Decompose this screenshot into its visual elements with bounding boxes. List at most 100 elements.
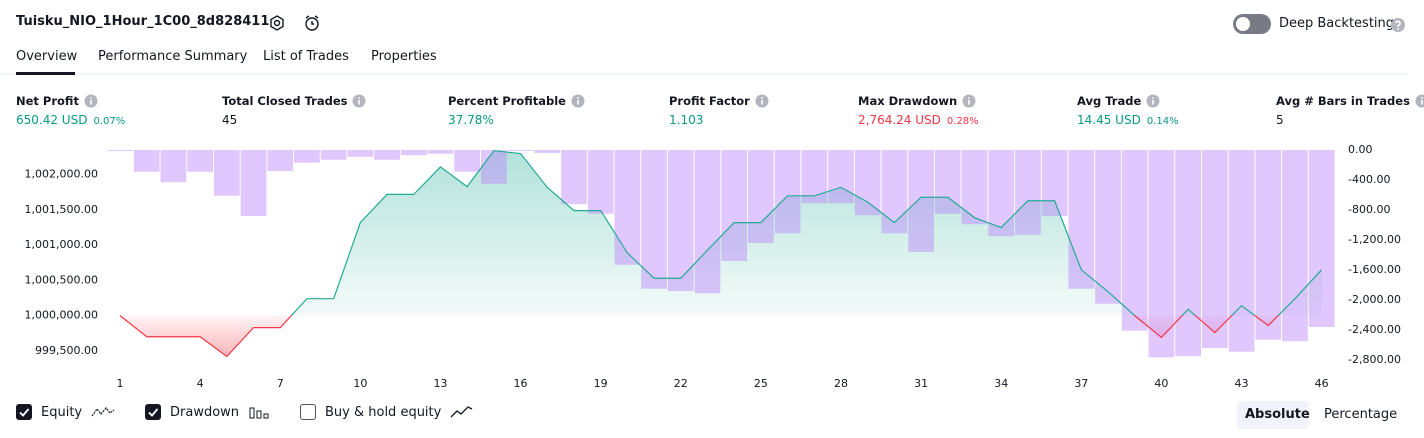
- drawdown-bar: [961, 150, 988, 225]
- drawdown-bar: [507, 150, 534, 151]
- metric-value: 14.45 USD 0.14%: [1077, 113, 1179, 127]
- x-tick-label: 43: [1235, 377, 1249, 390]
- mode-button[interactable]: Percentage: [1324, 407, 1398, 422]
- strategy-title: Tuisku_NIO_1Hour_1C00_8d828411: [16, 14, 270, 29]
- drawdown-bar: [187, 150, 213, 172]
- y-tick-label: 999,500.00: [35, 344, 98, 357]
- metric-name: Avg Trade: [1077, 94, 1142, 108]
- y-tick-label: 1,002,000.00: [25, 168, 98, 181]
- metric-label: Avg # Bars in Trades: [1276, 94, 1424, 108]
- mode-button[interactable]: Absolute: [1245, 407, 1310, 422]
- y2-tick-label: -2,800.00: [1348, 353, 1401, 366]
- x-tick-label: 19: [594, 377, 608, 390]
- drawdown-bar: [294, 150, 320, 163]
- drawdown-bar: [347, 150, 374, 157]
- equity-line: [119, 150, 1323, 358]
- metric-value-text: 2,764.24 USD: [858, 113, 941, 127]
- info-icon[interactable]: [84, 94, 98, 108]
- mode-active-bg: [1237, 401, 1309, 429]
- metric-value-text: 1.103: [669, 113, 704, 127]
- settings-icon[interactable]: [268, 14, 286, 32]
- legend-checkbox[interactable]: Drawdown: [145, 404, 272, 420]
- legend-icon: [249, 407, 269, 419]
- legend-icon: [91, 407, 115, 417]
- help-icon[interactable]: [1390, 17, 1406, 33]
- drawdown-bar: [1121, 150, 1148, 331]
- tab: Properties: [371, 49, 437, 64]
- info-icon[interactable]: [962, 94, 976, 108]
- check: [19, 408, 30, 417]
- metric-value: 2,764.24 USD 0.28%: [858, 113, 979, 127]
- drawdown-bar: [1255, 150, 1282, 340]
- drawdown-bar: [801, 150, 828, 204]
- metric-name: Total Closed Trades: [222, 94, 348, 108]
- y2-tick-label: 0.00: [1348, 143, 1373, 156]
- metric-percent: 0.28%: [946, 116, 979, 127]
- x-tick-label: 28: [834, 377, 848, 390]
- drawdown-bar: [133, 150, 160, 172]
- legend-label: Equity: [41, 404, 83, 420]
- drawdown-bar: [1308, 150, 1335, 327]
- drawdown-bar: [1201, 150, 1228, 348]
- drawdown-bar: [267, 150, 294, 171]
- x-tick-label: 10: [353, 377, 367, 390]
- checkbox: [16, 404, 32, 420]
- x-tick-label: 40: [1154, 377, 1168, 390]
- drawdown-bar: [213, 150, 240, 196]
- legend-checkbox[interactable]: Equity: [16, 404, 115, 420]
- legend-checkbox[interactable]: Buy & hold equity: [300, 404, 474, 420]
- info-icon[interactable]: [1415, 94, 1424, 108]
- metric-percent: 0.14%: [1146, 116, 1179, 127]
- toggle-label: Deep Backtesting: [1279, 16, 1395, 31]
- drawdown-bar: [1095, 150, 1121, 304]
- x-tick-label: 7: [277, 377, 284, 390]
- info-icon[interactable]: [571, 94, 585, 108]
- info-icon[interactable]: [1146, 94, 1160, 108]
- drawdown-bar: [908, 150, 934, 252]
- drawdown-bar: [748, 150, 774, 243]
- drawdown-bar: [427, 150, 454, 154]
- metric-value-text: 45: [222, 113, 238, 127]
- metric-name: Profit Factor: [669, 94, 750, 108]
- metric-name: Net Profit: [16, 94, 79, 108]
- info-icon[interactable]: [755, 94, 769, 108]
- tab[interactable]: Overview: [16, 49, 78, 64]
- drawdown-bar: [667, 150, 694, 291]
- drawdown-bar: [641, 150, 667, 289]
- equity-area: [120, 150, 1322, 357]
- drawdown-bar: [1228, 150, 1255, 352]
- info-icon[interactable]: [352, 94, 366, 108]
- metric-label: Avg Trade: [1077, 94, 1160, 108]
- metric-value-text: 5: [1276, 113, 1284, 127]
- tab: List of Trades: [263, 49, 349, 64]
- x-tick-label: 22: [674, 377, 688, 390]
- alert-icon[interactable]: [302, 13, 322, 33]
- metric-value-text: 650.42 USD: [16, 113, 88, 127]
- chart: 999,500.00 1,000,000.00 1,000,500.00 1,001,…: [25, 143, 1401, 390]
- metric-name: Avg # Bars in Trades: [1276, 94, 1410, 108]
- metric-value: 45: [222, 113, 237, 127]
- metric-value: 37.78%: [448, 113, 494, 127]
- y2-tick-label: -1,200.00: [1348, 233, 1401, 246]
- legend-label: Drawdown: [170, 404, 240, 420]
- metric-value: 5: [1276, 113, 1284, 127]
- deep-backtesting-toggle[interactable]: [1233, 14, 1271, 34]
- legend-label: Buy & hold equity: [325, 404, 442, 420]
- y-tick-label: 1,000,500.00: [25, 273, 98, 286]
- drawdown-bar: [854, 150, 881, 216]
- x-tick-label: 1: [117, 377, 124, 390]
- tab-separator: [0, 73, 1408, 75]
- drawdown-bar: [374, 150, 400, 160]
- x-tick-label: 4: [197, 377, 204, 390]
- metric-value-text: 37.78%: [448, 113, 494, 127]
- y2-tick-label: -2,000.00: [1348, 293, 1401, 306]
- active-tab-underline: [16, 72, 75, 75]
- drawdown-bar: [694, 150, 721, 294]
- metric-name: Max Drawdown: [858, 94, 958, 108]
- metric-label: Profit Factor: [669, 94, 769, 108]
- drawdown-bar: [481, 150, 507, 184]
- tab: Performance Summary: [98, 49, 248, 64]
- metric-value: 1.103: [669, 113, 703, 127]
- drawdown-bar: [828, 150, 854, 204]
